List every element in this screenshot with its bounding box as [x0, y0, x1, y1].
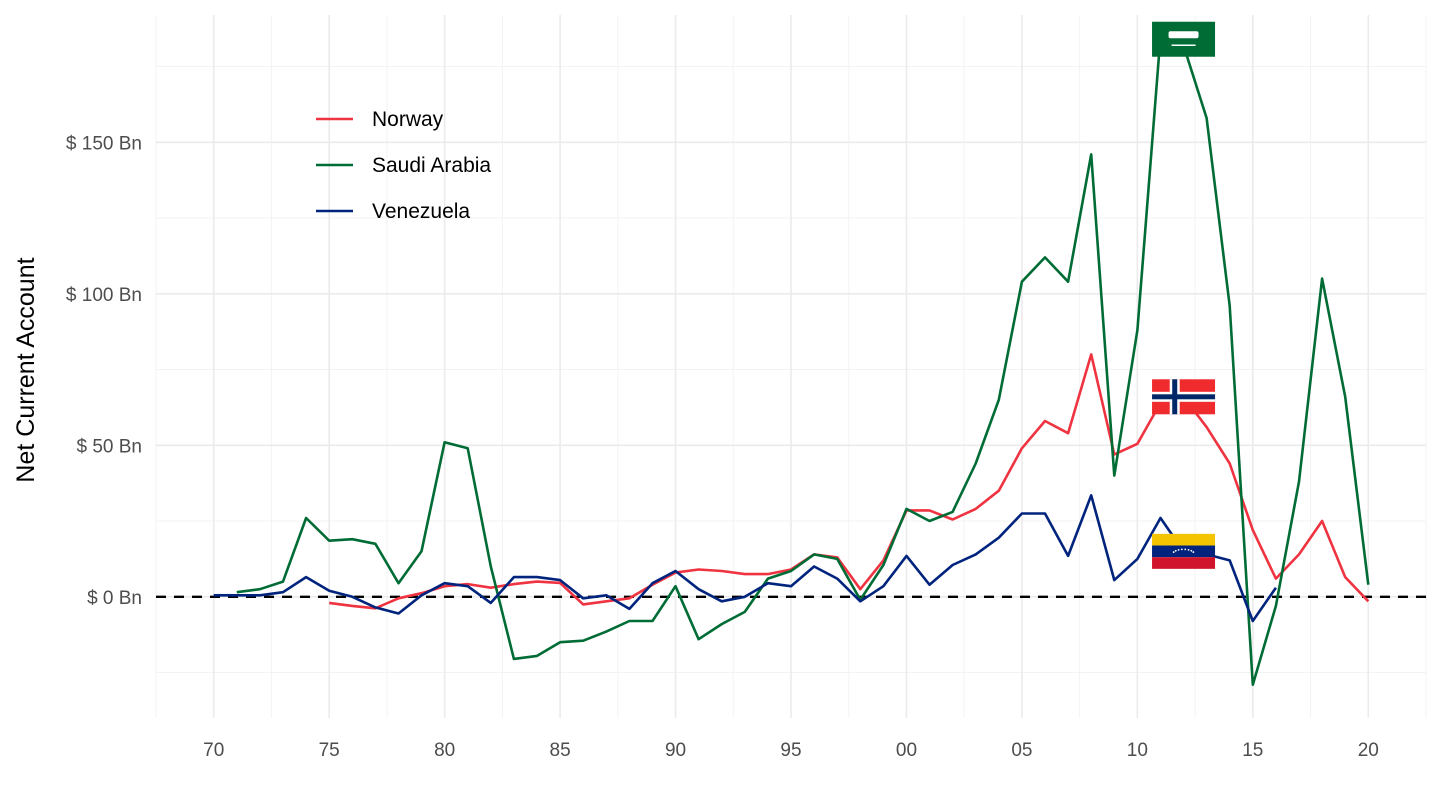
x-tick-label: 00: [896, 740, 917, 761]
y-tick-label: $ 100 Bn: [66, 285, 142, 306]
legend-item-venezuela: Venezuela: [316, 200, 470, 223]
x-tick-label: 05: [1011, 740, 1032, 761]
x-axis-tick-labels: 70 75 80 85 90 95 00 05 10 15 20: [203, 740, 1379, 761]
legend: Norway Saudi Arabia Venezuela: [316, 108, 491, 223]
series-line-saudi-arabia: [236, 34, 1370, 687]
y-axis-title: Net Current Account: [12, 257, 40, 482]
x-tick-label: 75: [319, 740, 340, 761]
y-tick-label: $ 150 Bn: [66, 133, 142, 154]
legend-item-saudi-arabia: Saudi Arabia: [316, 154, 491, 177]
x-tick-label: 20: [1358, 740, 1379, 761]
legend-label: Norway: [372, 108, 444, 131]
country-flags: [1152, 21, 1216, 569]
x-tick-label: 95: [780, 740, 801, 761]
x-tick-label: 10: [1127, 740, 1148, 761]
y-axis-tick-labels: $ 0 Bn $ 50 Bn $ 100 Bn $ 150 Bn: [66, 133, 142, 609]
legend-label: Venezuela: [372, 200, 470, 223]
legend-item-norway: Norway: [316, 108, 444, 131]
saudi-arabia-flag-icon: [1152, 21, 1216, 57]
y-tick-label: $ 0 Bn: [87, 588, 142, 609]
major-gridlines: [156, 15, 1426, 718]
y-tick-label: $ 50 Bn: [77, 436, 143, 457]
legend-label: Saudi Arabia: [372, 154, 491, 177]
x-tick-label: 15: [1242, 740, 1263, 761]
x-tick-label: 80: [434, 740, 455, 761]
series-line-venezuela: [213, 493, 1277, 623]
x-tick-label: 85: [550, 740, 571, 761]
norway-flag-icon: [1152, 379, 1216, 415]
x-tick-label: 90: [665, 740, 686, 761]
x-tick-label: 70: [203, 740, 224, 761]
venezuela-flag-icon: [1152, 533, 1216, 569]
